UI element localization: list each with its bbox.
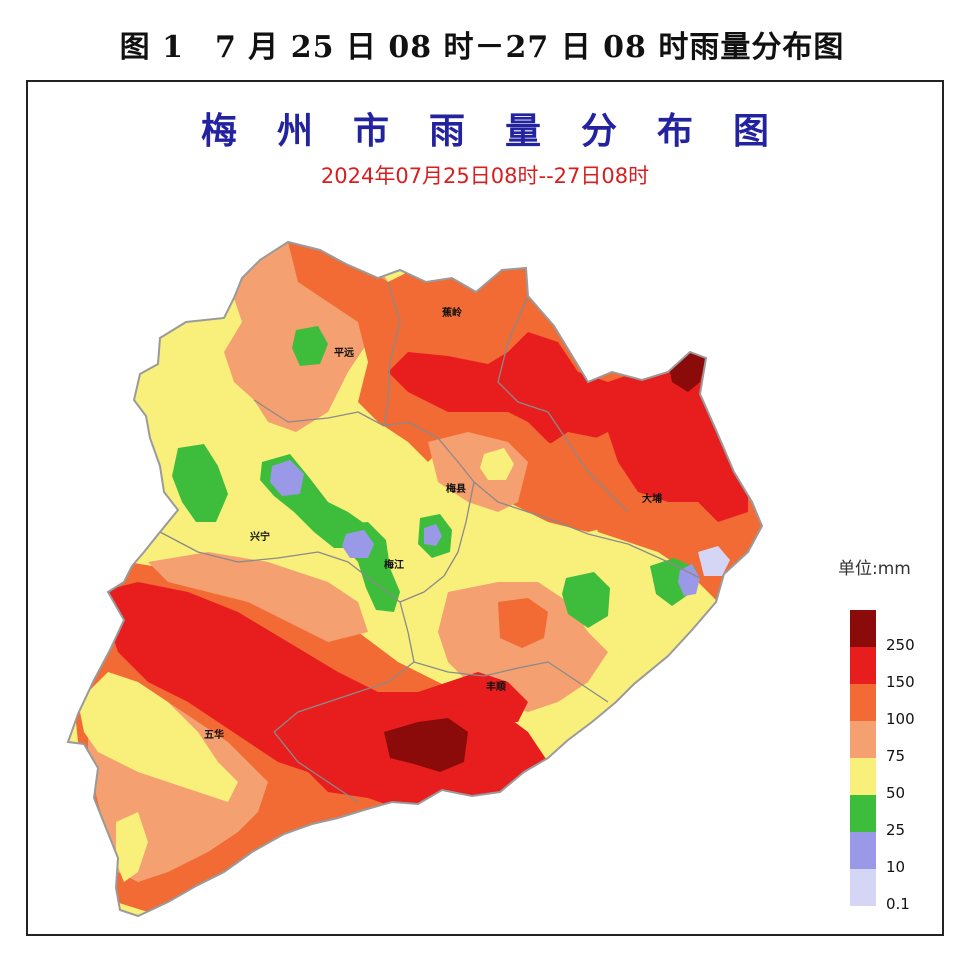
legend-swatch-0-1	[850, 869, 876, 906]
rain-area-150mm-north	[388, 332, 748, 522]
rain-area-0-1mm-east-coast	[698, 546, 730, 576]
legend-label-10: 10	[886, 858, 906, 876]
rain-area-75mm-xingning	[148, 552, 368, 642]
legend-label-50: 50	[886, 784, 906, 802]
rain-area-10mm-east-coast	[678, 564, 700, 596]
rain-area-10mm-xingning	[270, 460, 304, 496]
rain-area-25mm-pingyuan	[292, 326, 328, 366]
legend-label-150: 150	[886, 673, 915, 691]
legend-label-250: 250	[886, 636, 915, 654]
rain-area-100mm-north-pocket	[538, 432, 618, 492]
legend-swatch-10	[850, 832, 876, 869]
rain-area-50mm-meixian-pocket	[480, 448, 514, 480]
rain-area-50mm-wuhua	[78, 672, 238, 802]
legend-label-0-1: 0.1	[886, 895, 910, 913]
place-label-xingning: 兴宁	[250, 530, 270, 543]
rain-area-10mm-meixian	[424, 524, 442, 546]
legend-swatch-150	[850, 647, 876, 684]
legend-label-75: 75	[886, 747, 906, 765]
rain-area-150mm-fengshun	[448, 672, 528, 722]
legend-swatch-100	[850, 684, 876, 721]
legend-label-25: 25	[886, 821, 906, 839]
rain-area-25mm-west	[172, 444, 228, 522]
legend-label-100: 100	[886, 710, 915, 728]
county-boundaries	[159, 281, 701, 803]
legend-swatch-50	[850, 758, 876, 795]
rain-area-25mm-east	[562, 572, 610, 628]
legend-swatch-250	[850, 610, 876, 647]
figure-caption: 图 1 7 月 25 日 08 时－27 日 08 时雨量分布图	[119, 30, 845, 65]
map-title: 梅州市雨量分布图	[200, 111, 809, 152]
rain-area-10mm-meijiang	[342, 530, 374, 558]
place-label-meijiang: 梅江	[384, 558, 404, 571]
map-subtitle: 2024年07月25日08时--27日08时	[320, 164, 650, 188]
place-label-pingyuan: 平远	[334, 347, 354, 359]
legend-swatch-75	[850, 721, 876, 758]
place-label-meixian: 梅县	[446, 482, 466, 495]
rainfall-map: 蕉岭 平远 梅县 大埔 兴宁 梅江 丰顺 五华	[67, 241, 763, 917]
place-label-fengshun: 丰顺	[486, 680, 506, 693]
rain-area-250mm-south	[384, 718, 468, 772]
legend-swatch-25	[850, 795, 876, 832]
rain-area-50mm-south-tip	[116, 812, 148, 882]
rain-area-100mm-central-spot	[498, 598, 548, 648]
place-label-wuhua: 五华	[204, 728, 224, 741]
legend-unit: 单位:mm	[838, 559, 911, 579]
place-label-dabu: 大埔	[642, 492, 662, 505]
place-label-jiaoling: 蕉岭	[442, 306, 462, 319]
map-frame: 梅州市雨量分布图 2024年07月25日08时--27日08时	[26, 80, 944, 936]
